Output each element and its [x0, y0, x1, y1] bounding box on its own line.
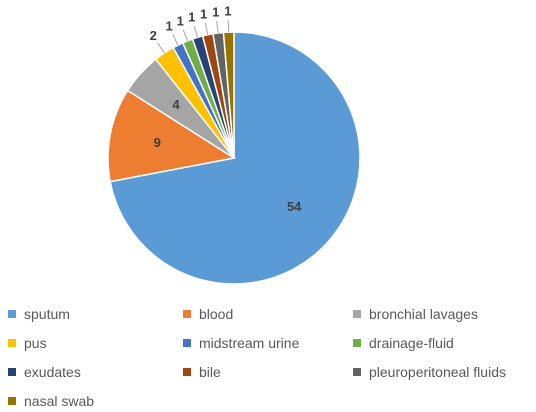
legend-label: bronchial lavages [369, 306, 478, 322]
data-label-bronchial-lavages: 4 [172, 97, 180, 112]
legend-item-bronchial-lavages: bronchial lavages [353, 306, 478, 322]
legend-label: exudates [24, 364, 81, 380]
legend-label: pleuroperitoneal fluids [369, 364, 506, 380]
legend-swatch [183, 339, 191, 347]
leader-line-pus [157, 42, 165, 54]
legend-swatch [353, 339, 361, 347]
data-label-nasal-swab: 1 [224, 4, 231, 19]
legend-swatch [8, 397, 16, 405]
data-label-exudates: 1 [188, 10, 195, 25]
leader-line-exudates [193, 25, 199, 38]
legend-item-sputum: sputum [8, 306, 70, 322]
legend-label: pus [24, 335, 47, 351]
legend-label: bile [199, 364, 221, 380]
legend-label: blood [199, 306, 234, 322]
legend-swatch [183, 310, 191, 318]
data-label-blood: 9 [154, 135, 161, 150]
leader-line-nasal-swab [227, 20, 230, 33]
legend-label: nasal swab [24, 393, 95, 409]
legend-item-nasal-swab: nasal swab [8, 393, 94, 409]
legend-swatch [8, 339, 16, 347]
data-label-pleuroperitoneal-fluids: 1 [212, 5, 219, 20]
leader-line-midstream-urine [172, 34, 179, 46]
legend-item-exudates: exudates [8, 364, 81, 380]
pie-slice-blood [107, 89, 237, 183]
legend-swatch [353, 368, 361, 376]
legend-label: sputum [24, 306, 70, 322]
legend-label: drainage-fluid [369, 335, 454, 351]
legend-swatch [8, 310, 16, 318]
leader-line-pleuroperitoneal-fluids [216, 21, 219, 34]
legend-item-blood: blood [183, 306, 233, 322]
legend-item-drainage-fluid: drainage-fluid [353, 335, 454, 351]
legend-item-pleuroperitoneal-fluids: pleuroperitoneal fluids [353, 364, 506, 380]
leader-line-bile [204, 22, 209, 35]
legend-item-midstream-urine: midstream urine [183, 335, 299, 351]
legend-swatch [353, 310, 361, 318]
legend-swatch [8, 368, 16, 376]
data-label-sputum: 54 [287, 199, 302, 214]
data-label-bile: 1 [200, 7, 207, 22]
legend-item-bile: bile [183, 364, 221, 380]
legend-label: midstream urine [199, 335, 300, 351]
legend-swatch [183, 368, 191, 376]
leader-line-drainage-fluid [182, 29, 189, 42]
pie-slice-nasal-swab [222, 31, 235, 159]
data-label-pus: 2 [150, 28, 157, 43]
data-label-midstream-urine: 1 [165, 19, 172, 34]
legend-item-pus: pus [8, 335, 47, 351]
data-label-drainage-fluid: 1 [177, 14, 184, 29]
